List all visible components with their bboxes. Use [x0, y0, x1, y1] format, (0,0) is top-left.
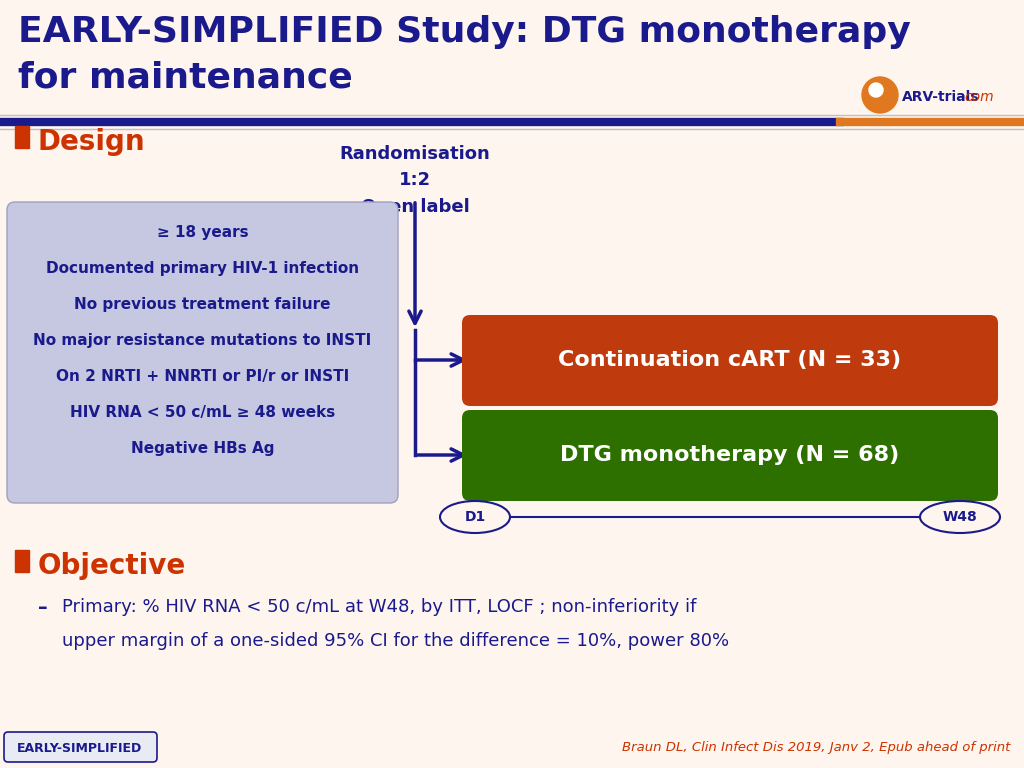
Text: No previous treatment failure: No previous treatment failure — [75, 297, 331, 312]
Circle shape — [869, 83, 883, 97]
FancyBboxPatch shape — [462, 315, 998, 406]
Text: Primary: % HIV RNA < 50 c/mL at W48, by ITT, LOCF ; non-inferiority if: Primary: % HIV RNA < 50 c/mL at W48, by … — [62, 598, 696, 616]
Text: –: – — [38, 598, 48, 617]
Bar — [15, 550, 29, 572]
Text: Objective: Objective — [38, 552, 186, 580]
Text: EARLY-SIMPLIFIED: EARLY-SIMPLIFIED — [17, 741, 142, 754]
Text: EARLY-SIMPLIFIED Study: DTG monotherapy: EARLY-SIMPLIFIED Study: DTG monotherapy — [18, 15, 910, 49]
Text: Continuation cART (N = 33): Continuation cART (N = 33) — [558, 350, 901, 370]
Ellipse shape — [440, 501, 510, 533]
Ellipse shape — [920, 501, 1000, 533]
Circle shape — [862, 77, 898, 113]
Text: ARV-trials: ARV-trials — [902, 90, 980, 104]
Text: D1: D1 — [464, 510, 485, 524]
Text: DTG monotherapy (N = 68): DTG monotherapy (N = 68) — [560, 445, 900, 465]
FancyBboxPatch shape — [462, 410, 998, 501]
Text: Documented primary HIV-1 infection: Documented primary HIV-1 infection — [46, 261, 359, 276]
Text: for maintenance: for maintenance — [18, 60, 352, 94]
Text: com: com — [964, 90, 993, 104]
Text: Negative HBs Ag: Negative HBs Ag — [131, 441, 274, 456]
Text: ≥ 18 years: ≥ 18 years — [157, 225, 248, 240]
Text: No major resistance mutations to INSTI: No major resistance mutations to INSTI — [34, 333, 372, 348]
Bar — [15, 126, 29, 148]
Text: Braun DL, Clin Infect Dis 2019, Janv 2, Epub ahead of print: Braun DL, Clin Infect Dis 2019, Janv 2, … — [622, 741, 1010, 754]
Text: Randomisation
1:2
Open label: Randomisation 1:2 Open label — [340, 145, 490, 216]
Text: W48: W48 — [943, 510, 977, 524]
Text: Design: Design — [38, 128, 145, 156]
Text: upper margin of a one-sided 95% CI for the difference = 10%, power 80%: upper margin of a one-sided 95% CI for t… — [62, 632, 729, 650]
FancyBboxPatch shape — [4, 732, 157, 762]
Text: HIV RNA < 50 c/mL ≥ 48 weeks: HIV RNA < 50 c/mL ≥ 48 weeks — [70, 405, 335, 420]
FancyBboxPatch shape — [7, 202, 398, 503]
Text: On 2 NRTI + NNRTI or PI/r or INSTI: On 2 NRTI + NNRTI or PI/r or INSTI — [56, 369, 349, 384]
